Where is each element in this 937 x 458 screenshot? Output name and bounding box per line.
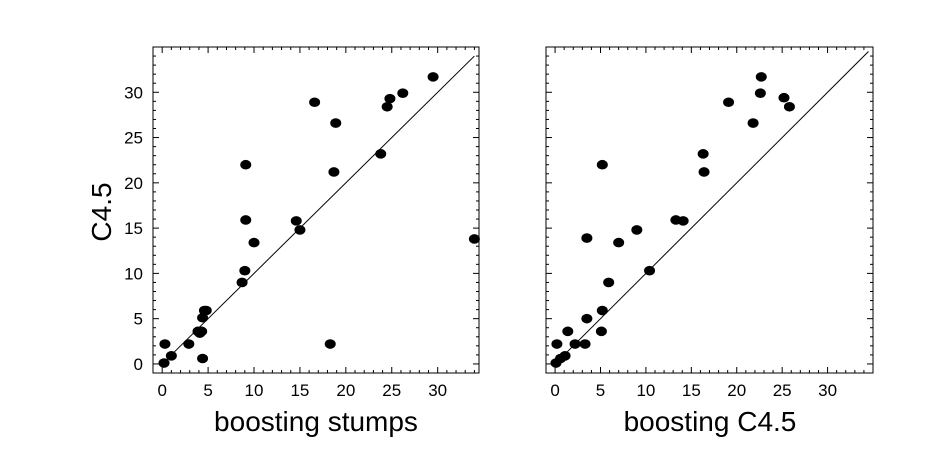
data-point [239, 265, 251, 276]
x-tick-label: 15 [290, 381, 309, 400]
diagonal-reference-line [554, 51, 869, 365]
x-tick-label: 25 [382, 381, 401, 400]
data-point [290, 216, 302, 226]
diagonal-reference-line [161, 55, 475, 365]
scatter-panel-boosting-c45: 0 5 10 15 20 25 30 [545, 46, 874, 400]
data-point [236, 277, 248, 288]
data-point [183, 339, 195, 349]
data-point [159, 339, 171, 349]
data-point [579, 339, 591, 349]
data-point [596, 305, 608, 316]
data-point [468, 234, 480, 244]
y-tick-label: 25 [124, 129, 143, 148]
y-tick-label: 15 [124, 219, 143, 238]
y-axis-title: C4.5 [86, 182, 117, 241]
data-point [562, 326, 574, 337]
x-tick-label: 5 [203, 381, 212, 400]
data-point [196, 326, 208, 337]
data-point [596, 159, 608, 170]
data-point [754, 88, 766, 98]
data-point [698, 167, 710, 177]
x-tick-label: 20 [336, 381, 355, 400]
data-point [551, 339, 563, 349]
x-tick-label: 0 [550, 381, 559, 400]
scatter-panel-boosting-stumps: 0 5 10 15 20 25 30 0 5 10 15 20 25 30 [124, 46, 480, 400]
y-tick-label: 10 [124, 264, 143, 283]
x-tick-label: 10 [636, 381, 655, 400]
data-point [309, 97, 321, 108]
x-tick-label: 20 [727, 381, 746, 400]
data-point [778, 92, 790, 103]
data-point [381, 101, 393, 112]
data-point [240, 215, 252, 225]
data-point [240, 159, 252, 170]
data-point [697, 149, 709, 159]
x-tick-label: 0 [157, 381, 166, 400]
data-point [559, 350, 571, 361]
data-point [644, 265, 656, 276]
data-point [581, 233, 593, 243]
y-tick-label: 20 [124, 174, 143, 193]
data-point [294, 225, 306, 235]
data-point [723, 97, 735, 108]
x-tick-label: 15 [682, 381, 701, 400]
data-point [783, 101, 795, 112]
data-point [330, 118, 342, 128]
data-point [248, 237, 260, 248]
data-point [677, 216, 689, 226]
data-point [595, 326, 607, 337]
data-point [375, 149, 387, 159]
x-axis-title-right: boosting C4.5 [624, 406, 797, 437]
y-tick-label: 30 [124, 83, 143, 102]
data-point [747, 118, 759, 128]
data-point [197, 353, 209, 364]
data-point [613, 237, 625, 248]
x-tick-label: 30 [428, 381, 447, 400]
x-tick-label: 25 [773, 381, 792, 400]
data-point [328, 167, 340, 177]
data-point [569, 339, 581, 349]
data-point [603, 277, 615, 288]
data-point [755, 72, 767, 82]
data-point [158, 358, 170, 368]
data-point [397, 88, 409, 98]
x-tick-label: 30 [818, 381, 837, 400]
x-tick-label: 10 [245, 381, 264, 400]
data-point [581, 313, 593, 324]
y-tick-label: 5 [134, 310, 143, 329]
data-point [197, 312, 209, 323]
data-point [200, 305, 212, 316]
x-tick-label: 5 [596, 381, 605, 400]
data-point [384, 93, 396, 104]
data-point [427, 72, 439, 82]
y-tick-label: 0 [134, 355, 143, 374]
data-point [165, 350, 177, 361]
data-point [631, 225, 643, 235]
data-point [324, 339, 336, 349]
x-axis-title-left: boosting stumps [214, 406, 418, 437]
